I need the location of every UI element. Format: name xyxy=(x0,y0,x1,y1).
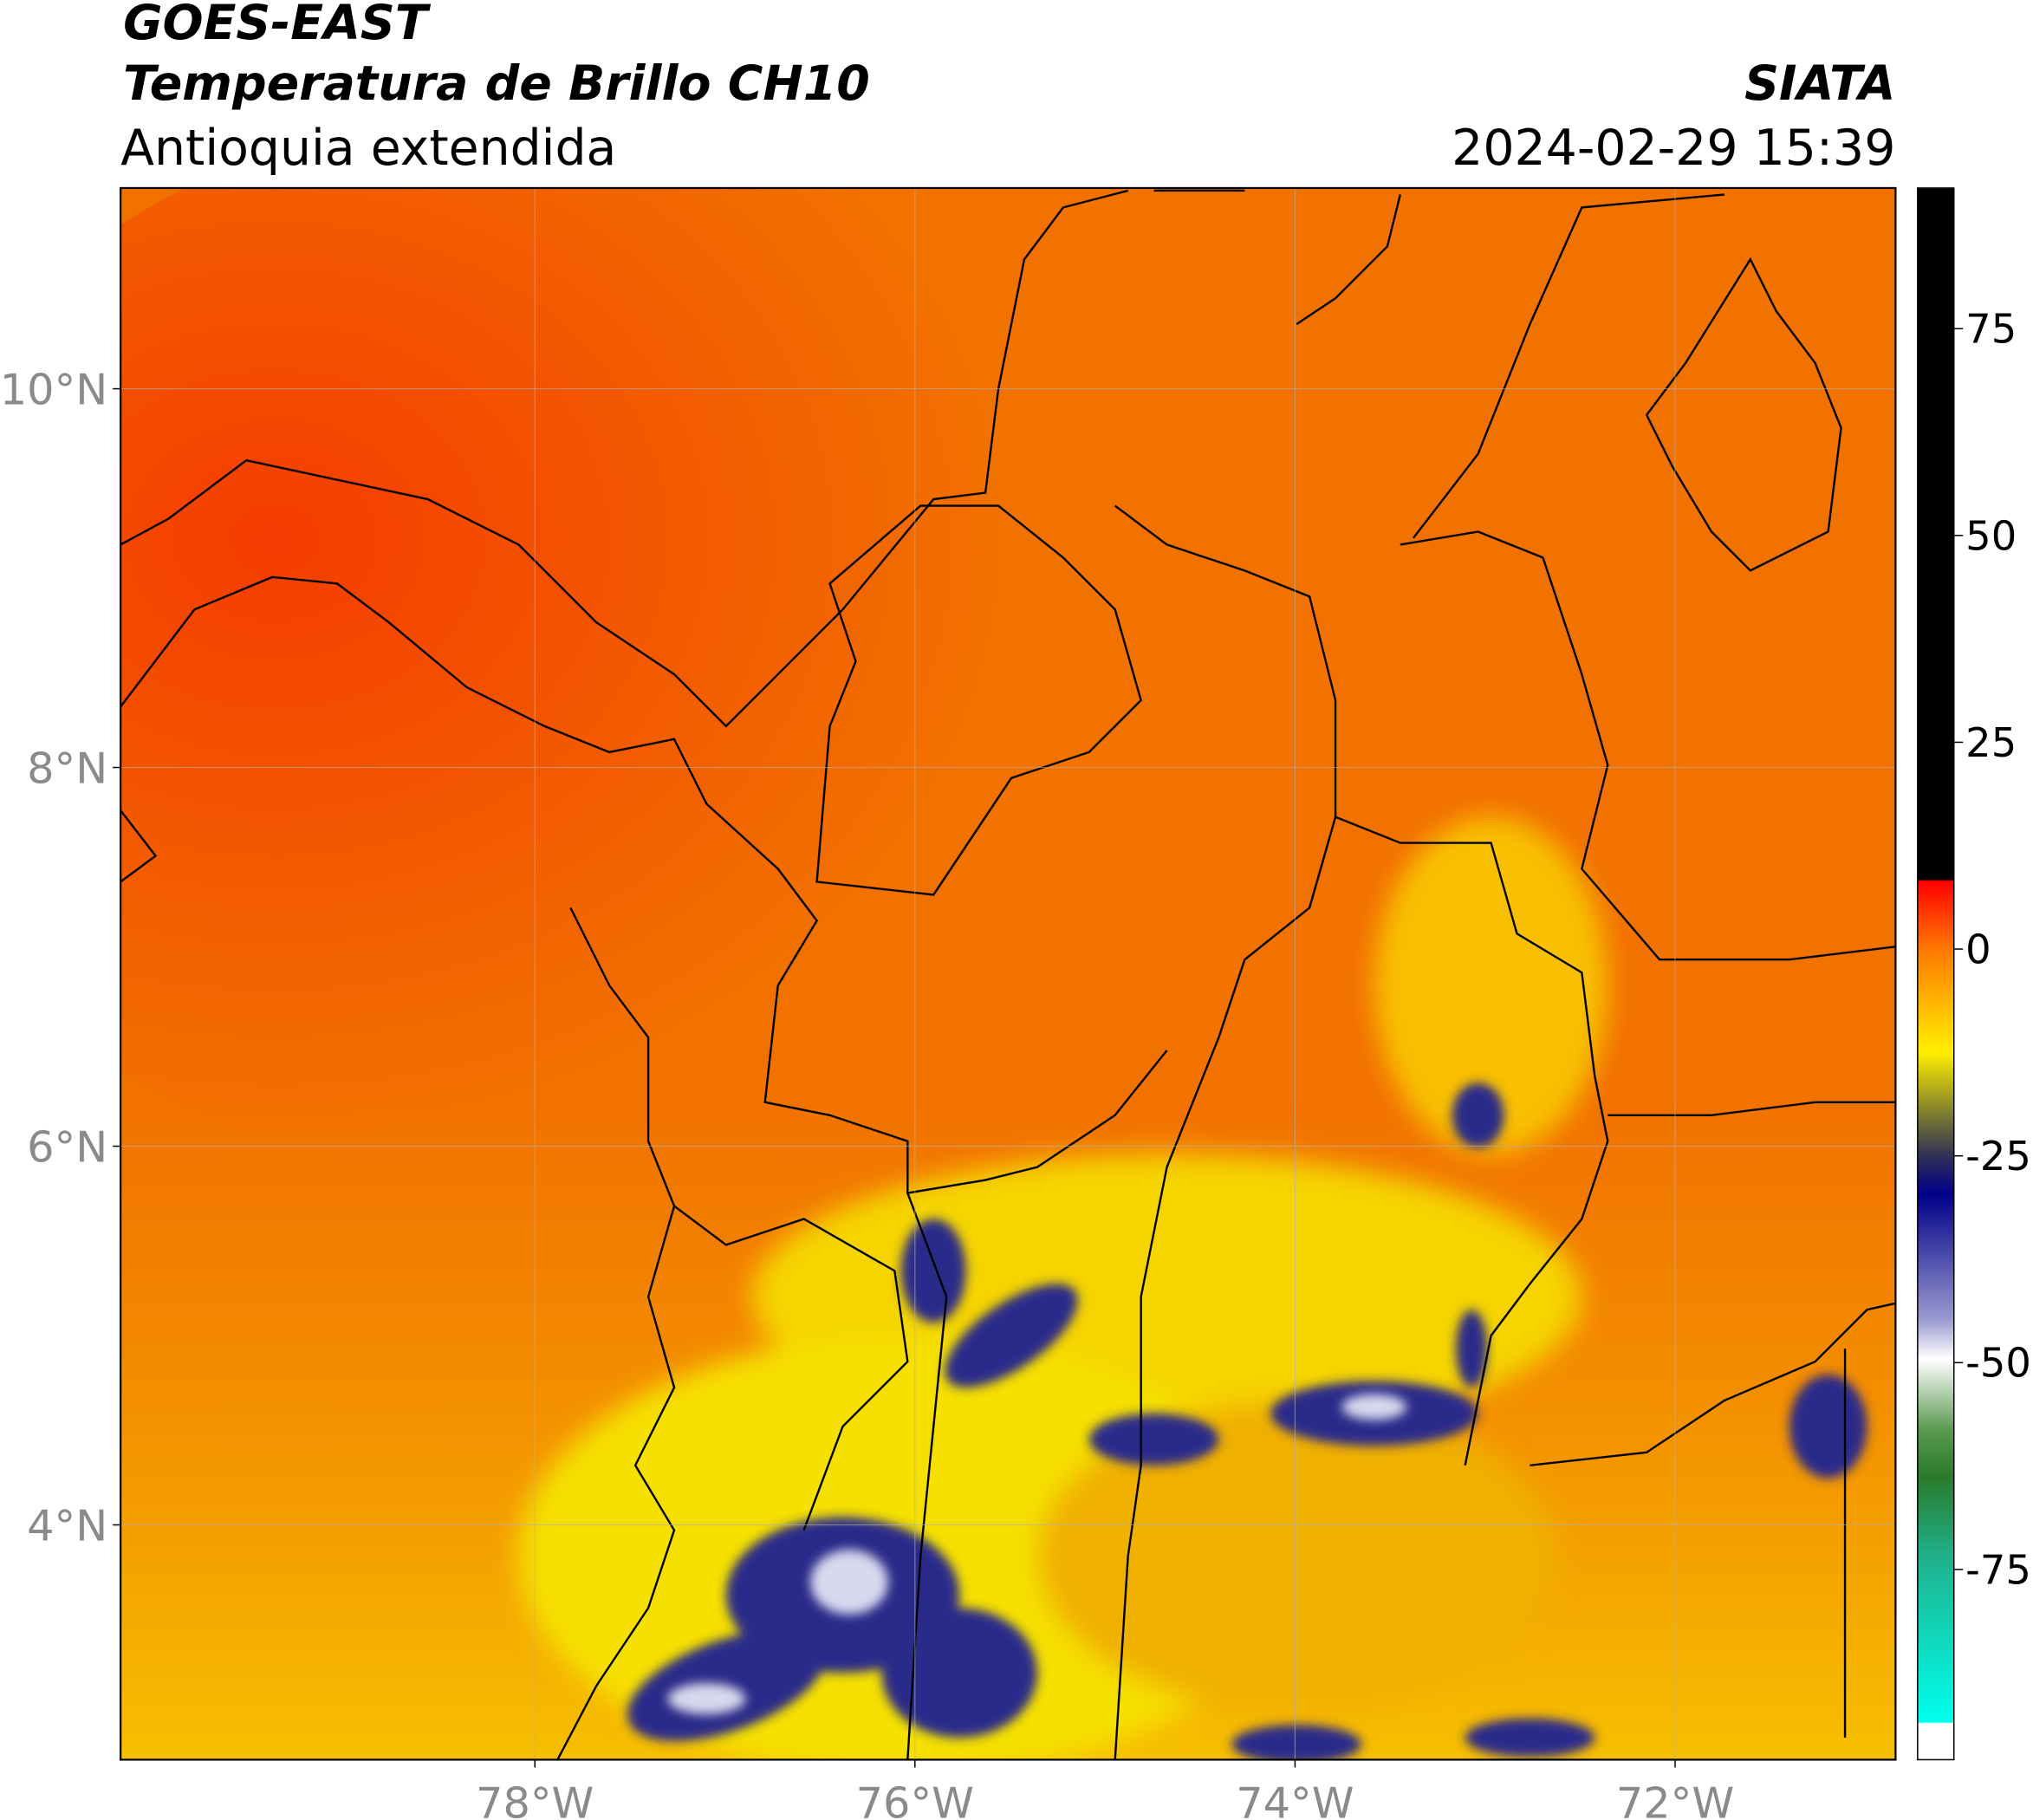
y-tick-label: 4°N xyxy=(27,1500,107,1550)
colorbar-tick-label: -50 xyxy=(1965,1340,2031,1387)
subtitle: Temperatura de Brillo CH10 xyxy=(123,56,870,112)
region: Antioquia extendida xyxy=(120,120,616,177)
colorbar-tick-label: 0 xyxy=(1965,926,1991,973)
x-tick-label: 74°W xyxy=(1236,1778,1354,1820)
agency: SIATA xyxy=(1744,56,1895,112)
title: GOES-EAST xyxy=(123,0,432,51)
datetime: 2024-02-29 15:39 xyxy=(1452,120,1895,177)
colorbar xyxy=(1917,187,1955,1761)
colorbar-tick-label: 75 xyxy=(1965,306,2017,353)
x-tick-label: 78°W xyxy=(476,1778,594,1820)
grid xyxy=(120,187,1896,1760)
y-tick-label: 6°N xyxy=(27,1121,107,1172)
coastlines xyxy=(120,189,1896,1760)
colorbar-tick-label: -25 xyxy=(1965,1133,2031,1180)
satellite-image xyxy=(120,187,1896,1760)
colorbar-tick-label: 25 xyxy=(1965,719,2017,766)
x-tick-label: 72°W xyxy=(1616,1778,1734,1820)
colorbar-tick-label: 50 xyxy=(1965,512,2017,559)
x-tick-label: 76°W xyxy=(856,1778,974,1820)
colorbar-tick-label: -75 xyxy=(1965,1546,2031,1593)
y-tick-label: 10°N xyxy=(0,365,107,415)
y-tick-label: 8°N xyxy=(27,743,107,793)
map-frame xyxy=(120,186,1897,1761)
